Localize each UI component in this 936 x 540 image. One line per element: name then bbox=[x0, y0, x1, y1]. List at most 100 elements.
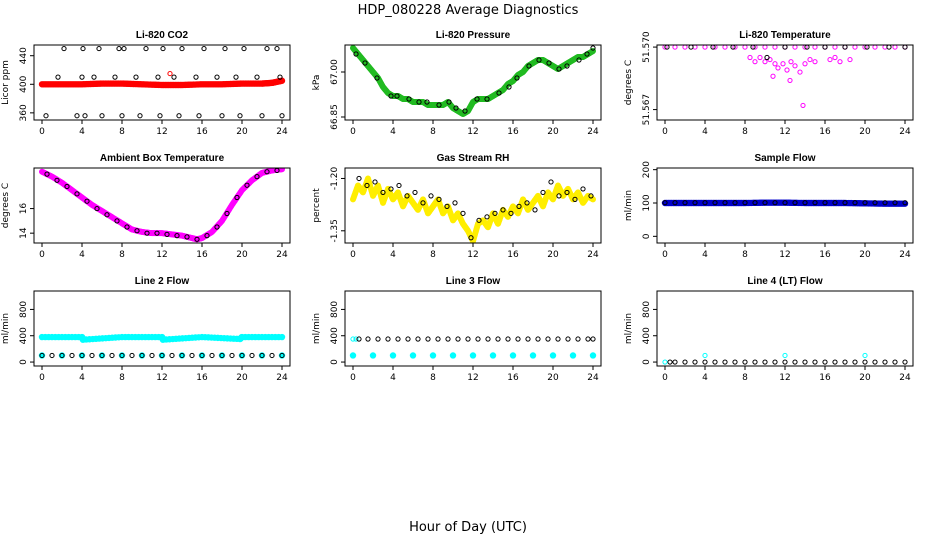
data-point bbox=[702, 45, 708, 50]
x-tick-label: 4 bbox=[79, 373, 85, 383]
data-point bbox=[575, 336, 581, 342]
x-tick-label: 8 bbox=[119, 127, 125, 137]
data-point bbox=[174, 233, 180, 239]
data-point bbox=[395, 336, 401, 342]
data-point bbox=[278, 333, 286, 341]
data-point bbox=[119, 352, 125, 359]
data-point bbox=[792, 200, 798, 206]
x-tick-label: 8 bbox=[119, 373, 125, 383]
data-point bbox=[222, 45, 228, 52]
data-point bbox=[792, 63, 798, 69]
data-point bbox=[500, 207, 506, 213]
data-point bbox=[585, 336, 591, 342]
data-point bbox=[241, 45, 247, 52]
x-tick-label: 0 bbox=[39, 250, 45, 260]
x-tick-label: 12 bbox=[156, 373, 167, 383]
figure-title: HDP_080228 Average Diagnostics bbox=[358, 3, 579, 18]
data-point bbox=[388, 93, 394, 99]
data-point bbox=[672, 200, 678, 206]
data-point bbox=[792, 359, 798, 365]
data-point bbox=[239, 352, 245, 359]
x-tick-label: 0 bbox=[39, 127, 45, 137]
data-point bbox=[89, 352, 95, 359]
data-point bbox=[460, 210, 466, 216]
data-point bbox=[425, 336, 431, 342]
data-point bbox=[43, 113, 49, 119]
x-tick-label: 24 bbox=[899, 250, 911, 260]
y-axis-label: ml/min bbox=[624, 190, 634, 221]
plot-area bbox=[662, 45, 908, 109]
data-point bbox=[902, 359, 908, 365]
series-line-4-raw bbox=[667, 359, 908, 365]
y-tick-label: 51.567 bbox=[642, 94, 652, 126]
panel-6: Line 2 Flow ml/min 0 4 8 12 16 20 24 0 400 800 bbox=[1, 276, 291, 383]
data-point bbox=[405, 336, 411, 342]
data-point bbox=[444, 203, 450, 209]
x-tick-label: 20 bbox=[547, 373, 559, 383]
data-point bbox=[672, 45, 678, 50]
x-tick-label: 12 bbox=[467, 250, 478, 260]
data-point bbox=[782, 45, 788, 50]
panel-4: Gas Stream RH percent 0 4 8 12 16 20 24 -1.35 -1.2… bbox=[312, 153, 602, 260]
data-point bbox=[852, 45, 858, 50]
data-point bbox=[476, 217, 482, 223]
data-point bbox=[842, 45, 848, 50]
data-point bbox=[802, 61, 808, 67]
data-point bbox=[780, 61, 786, 67]
data-point bbox=[742, 359, 748, 365]
data-point bbox=[349, 352, 357, 359]
data-point bbox=[722, 359, 728, 365]
data-point bbox=[489, 352, 497, 359]
x-tick-label: 12 bbox=[779, 250, 790, 260]
data-point bbox=[772, 200, 778, 206]
y-tick-label: 66.85 bbox=[330, 104, 340, 130]
data-point bbox=[852, 359, 858, 365]
series-sample-flow-raw bbox=[662, 200, 908, 206]
data-point bbox=[189, 352, 195, 359]
data-point bbox=[468, 235, 474, 241]
x-tick-label: 8 bbox=[742, 250, 748, 260]
data-point bbox=[374, 75, 380, 81]
data-point bbox=[782, 359, 788, 365]
panel-1: Li-820 Pressure kPa 0 4 8 12 16 20 24 66.85 67.00 bbox=[312, 30, 602, 137]
y-tick-label: 800 bbox=[642, 301, 652, 318]
x-tick-label: 0 bbox=[662, 127, 668, 137]
x-tick-label: 20 bbox=[236, 373, 248, 383]
series-co2-raw bbox=[43, 45, 285, 119]
data-point bbox=[545, 336, 551, 342]
panel-frame bbox=[656, 290, 914, 367]
data-point bbox=[822, 200, 828, 206]
data-point bbox=[199, 352, 205, 359]
data-point bbox=[99, 352, 105, 359]
data-point bbox=[807, 56, 813, 63]
data-point bbox=[862, 359, 868, 365]
data-point bbox=[702, 359, 708, 365]
y-tick-label: 14 bbox=[19, 227, 29, 239]
data-point bbox=[682, 359, 688, 365]
data-point bbox=[662, 200, 668, 206]
data-point bbox=[802, 200, 808, 206]
data-point bbox=[404, 193, 410, 199]
data-point bbox=[864, 45, 870, 50]
data-point bbox=[529, 352, 537, 359]
data-point bbox=[277, 74, 283, 80]
data-point bbox=[827, 56, 833, 63]
data-point bbox=[164, 231, 170, 237]
y-tick-label: -1.20 bbox=[330, 167, 340, 191]
data-point bbox=[782, 352, 788, 359]
y-axis-label: ml/min bbox=[1, 313, 11, 344]
y-tick-label: 0 bbox=[19, 359, 29, 365]
data-point bbox=[409, 352, 417, 359]
data-point bbox=[692, 200, 698, 206]
data-point bbox=[556, 66, 562, 72]
x-tick-label: 4 bbox=[390, 373, 396, 383]
data-point bbox=[436, 196, 442, 202]
data-point bbox=[730, 45, 736, 50]
data-point bbox=[797, 69, 803, 75]
y-tick-label: 16 bbox=[19, 203, 29, 215]
data-point bbox=[812, 59, 818, 65]
x-tick-label: 12 bbox=[467, 127, 478, 137]
data-point bbox=[524, 200, 530, 206]
x-tick-label: 16 bbox=[507, 127, 519, 137]
y-tick-label: 67.00 bbox=[330, 59, 340, 85]
